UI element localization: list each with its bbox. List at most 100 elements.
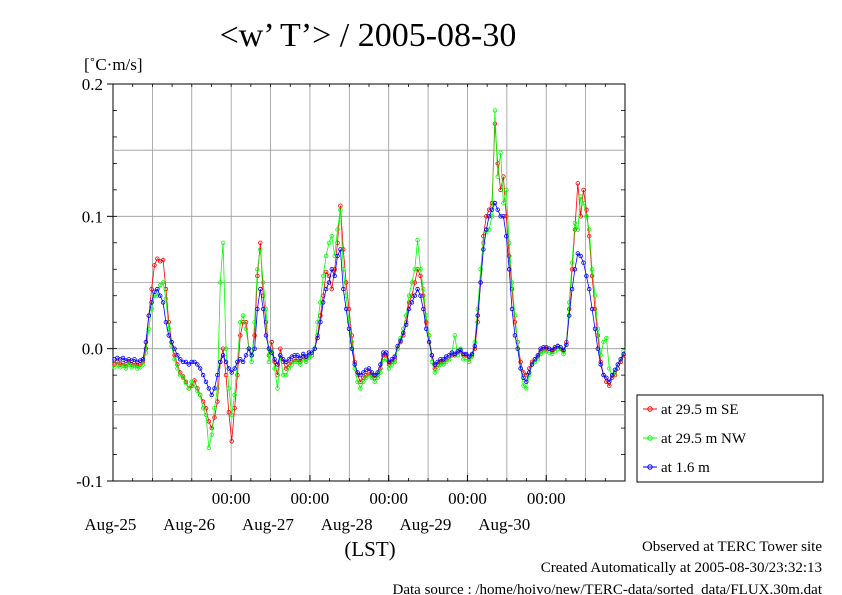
data-point bbox=[515, 346, 520, 351]
data-point bbox=[386, 359, 392, 365]
data-point bbox=[478, 267, 483, 272]
data-point bbox=[415, 237, 420, 243]
data-point bbox=[235, 359, 240, 365]
data-point bbox=[177, 357, 183, 362]
data-point bbox=[238, 333, 243, 338]
data-point bbox=[432, 362, 437, 367]
data-point bbox=[592, 306, 598, 312]
x-time-label: 00:00 bbox=[369, 489, 408, 508]
data-point bbox=[378, 362, 383, 367]
data-point bbox=[621, 351, 626, 357]
data-point bbox=[318, 320, 323, 325]
data-point bbox=[524, 379, 529, 384]
data-point bbox=[132, 363, 137, 369]
data-point bbox=[240, 359, 246, 365]
data-point bbox=[160, 300, 166, 305]
data-point bbox=[418, 293, 423, 298]
data-point bbox=[578, 194, 583, 199]
data-point bbox=[223, 346, 229, 351]
footer-observed: Observed at TERC Tower site bbox=[642, 539, 822, 555]
data-point bbox=[598, 362, 603, 367]
data-point bbox=[112, 362, 117, 367]
data-point bbox=[249, 359, 254, 365]
y-axis-label: [˚C·m/s] bbox=[84, 55, 143, 74]
data-point bbox=[461, 351, 466, 357]
data-point bbox=[607, 366, 612, 371]
data-point bbox=[475, 313, 480, 318]
data-point bbox=[486, 214, 492, 219]
data-point bbox=[301, 351, 306, 357]
data-point bbox=[298, 362, 303, 367]
data-point bbox=[504, 233, 509, 239]
data-point bbox=[461, 357, 466, 362]
data-point bbox=[527, 370, 532, 375]
data-point bbox=[346, 320, 352, 325]
data-point bbox=[435, 359, 440, 365]
data-point bbox=[315, 320, 320, 325]
legend-item: at 29.5 m SE bbox=[643, 402, 739, 418]
data-point bbox=[549, 351, 555, 357]
data-point bbox=[252, 333, 257, 338]
data-point bbox=[486, 207, 492, 212]
data-point bbox=[160, 257, 166, 263]
data-point bbox=[335, 253, 340, 259]
data-point bbox=[212, 406, 217, 411]
data-point bbox=[332, 253, 337, 259]
x-time-label: 00:00 bbox=[291, 489, 330, 508]
data-point bbox=[232, 392, 237, 398]
data-point bbox=[375, 375, 380, 380]
data-point bbox=[215, 386, 220, 391]
data-point bbox=[535, 357, 540, 362]
data-point bbox=[323, 286, 329, 292]
x-ticks: 00:00 00:00 00:00 00:00 00:00 Aug-25 Aug-26 Aug… bbox=[84, 84, 626, 534]
data-point bbox=[306, 350, 312, 355]
data-point bbox=[209, 425, 214, 431]
legend-swatch-marker bbox=[647, 406, 653, 412]
data-point bbox=[246, 346, 252, 351]
data-point bbox=[441, 362, 446, 367]
legend-swatch-marker bbox=[647, 464, 653, 470]
data-point bbox=[495, 174, 500, 179]
data-point bbox=[524, 386, 529, 391]
data-point bbox=[389, 359, 395, 365]
data-point bbox=[575, 251, 580, 256]
data-point bbox=[389, 362, 395, 367]
data-point bbox=[332, 267, 337, 272]
data-point bbox=[615, 362, 620, 367]
data-point bbox=[358, 379, 363, 384]
data-point bbox=[275, 362, 280, 367]
data-point bbox=[218, 280, 223, 285]
data-point bbox=[163, 296, 169, 301]
data-point bbox=[329, 267, 334, 272]
data-point bbox=[415, 286, 420, 292]
data-point bbox=[189, 359, 194, 365]
data-point bbox=[458, 347, 463, 353]
data-point bbox=[412, 293, 417, 298]
data-point bbox=[235, 372, 240, 378]
data-point bbox=[200, 406, 206, 411]
data-point bbox=[446, 353, 452, 358]
data-point bbox=[435, 366, 440, 371]
data-point bbox=[152, 263, 157, 268]
data-point bbox=[266, 346, 272, 351]
data-point bbox=[469, 354, 475, 359]
data-point bbox=[112, 365, 117, 370]
data-point bbox=[581, 260, 586, 265]
data-point bbox=[535, 353, 540, 358]
data-point bbox=[278, 346, 283, 351]
data-point bbox=[621, 349, 626, 354]
data-point bbox=[269, 339, 274, 345]
data-point bbox=[409, 300, 415, 305]
data-point bbox=[472, 343, 477, 349]
data-point bbox=[409, 280, 415, 285]
data-point bbox=[209, 392, 214, 398]
data-point bbox=[532, 357, 538, 362]
data-point bbox=[321, 300, 326, 305]
data-point bbox=[229, 370, 234, 375]
data-point bbox=[240, 313, 246, 318]
data-point bbox=[406, 306, 412, 312]
x-date-label: Aug-25 bbox=[84, 515, 136, 534]
data-point bbox=[489, 214, 495, 219]
data-point bbox=[575, 227, 580, 232]
